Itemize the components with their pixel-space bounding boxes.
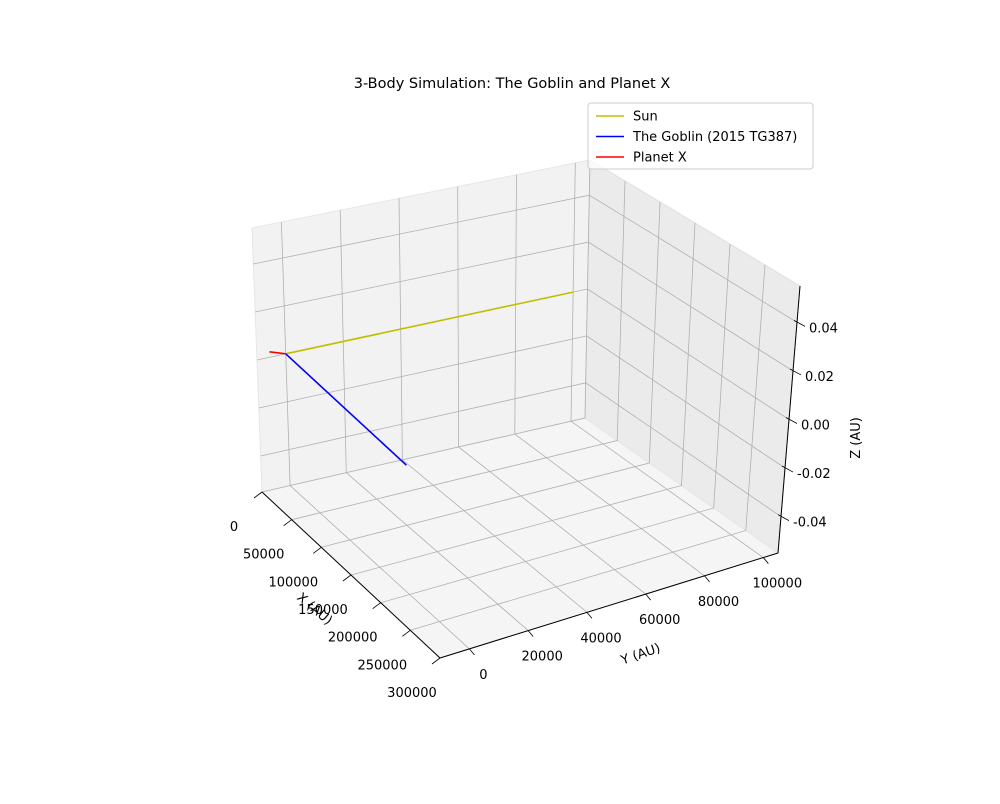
y-gridline [514, 174, 705, 577]
y-tick-label: 20000 [522, 650, 563, 665]
x-tick-mark [313, 547, 322, 554]
y-axis-line [439, 552, 779, 659]
legend-frame [587, 102, 814, 170]
series-line-0 [285, 291, 574, 355]
axis-panes [251, 159, 801, 659]
y-tick-label: 60000 [639, 613, 680, 628]
z-axis-label: Z (AU) [849, 417, 864, 459]
x-gridline [321, 201, 661, 548]
y-tick-label: 0 [479, 668, 487, 683]
x-gridline [291, 180, 626, 521]
x-gridline [380, 243, 731, 604]
z-tick-mark [789, 368, 802, 376]
y-gridline [339, 210, 529, 631]
x-tick-mark [372, 602, 381, 609]
x-tick-label: 250000 [357, 658, 407, 673]
y-tick-label: 100000 [752, 577, 802, 592]
z-gridline [253, 194, 798, 323]
x-tick-label: 200000 [328, 631, 378, 646]
x-tick-mark [431, 657, 441, 665]
y-tick-mark [469, 648, 475, 656]
series-line-1 [285, 353, 407, 466]
x-tick-label: 300000 [387, 686, 437, 701]
z-axis-line [777, 285, 801, 554]
legend-label-2: Planet X [633, 151, 687, 166]
y-tick-mark [762, 557, 769, 564]
z-tick-mark [777, 514, 790, 521]
x-tick-label: 100000 [268, 575, 318, 590]
x-axis-line [261, 491, 441, 659]
x-gridline [350, 222, 696, 576]
legend-label-0: Sun [633, 110, 658, 125]
z-tick-label: 0.00 [801, 419, 830, 434]
y-tick-mark [586, 612, 593, 619]
x-gridline [410, 264, 766, 631]
x-tick-label: 150000 [298, 603, 348, 618]
y-gridline [457, 186, 646, 595]
y-axis-label: Y (AU) [618, 641, 662, 669]
z-tick-mark [781, 465, 794, 473]
x-tick-label: 50000 [243, 548, 284, 563]
z-tick-label: 0.02 [805, 370, 834, 385]
z-gridline [255, 241, 794, 372]
y-gridline [570, 162, 764, 558]
y-tick-label: 80000 [698, 595, 739, 610]
x-tick-mark [342, 574, 352, 582]
z-tick-mark [793, 320, 806, 327]
legend-label-1: The Goblin (2015 TG387) [632, 130, 797, 145]
series-lines [269, 291, 574, 466]
z-tick-label: -0.04 [793, 516, 827, 531]
z-tick-label: -0.02 [797, 467, 831, 482]
x-tick-mark [283, 519, 292, 526]
z-tick-mark [785, 417, 798, 424]
y-gridline [281, 222, 470, 650]
y-tick-mark [527, 630, 534, 637]
series-line-2 [269, 351, 286, 355]
y-gridline [398, 198, 588, 613]
x-tick-mark [253, 491, 263, 499]
chart-title: 3-Body Simulation: The Goblin and Planet… [354, 76, 671, 92]
x-tick-label: 0 [230, 520, 238, 535]
axes: 0 50000 100000 150000 200000 250000 300000 0 200… [230, 285, 838, 701]
y-tick-mark [645, 593, 652, 601]
z-gridline [258, 335, 786, 469]
y-tick-mark [704, 575, 710, 583]
x-gridline [261, 159, 591, 493]
x-tick-mark [402, 630, 411, 637]
legend: Sun The Goblin (2015 TG387) Planet X [587, 102, 814, 170]
z-tick-label: 0.04 [809, 321, 838, 336]
y-tick-label: 40000 [580, 631, 621, 646]
